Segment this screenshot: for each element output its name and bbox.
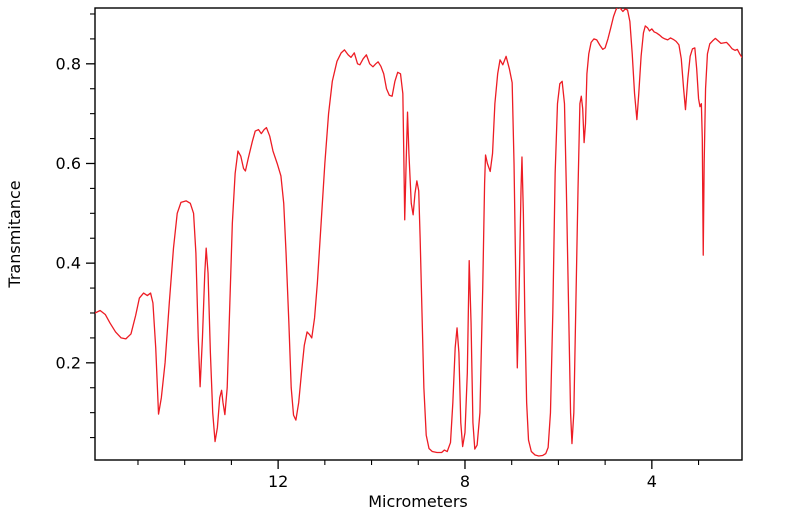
- y-tick-label: 0.8: [56, 54, 81, 73]
- spectrum-curve: [95, 8, 742, 457]
- spectrum-line: [95, 8, 742, 457]
- y-axis-label: Transmitance: [5, 180, 24, 288]
- x-tick-label: 8: [460, 472, 470, 491]
- y-axis-ticks: [86, 13, 95, 439]
- y-tick-labels: 0.2 0.4 0.6 0.8: [56, 54, 81, 372]
- x-tick-label: 12: [268, 472, 288, 491]
- x-tick-label: 4: [647, 472, 657, 491]
- x-tick-labels: 12 8 4: [268, 472, 657, 491]
- y-tick-label: 0.2: [56, 353, 81, 372]
- x-axis-ticks: [137, 460, 700, 469]
- y-tick-label: 0.6: [56, 154, 81, 173]
- plot-border: [94, 7, 743, 461]
- y-tick-label: 0.4: [56, 254, 81, 273]
- x-axis-label: Micrometers: [368, 492, 468, 511]
